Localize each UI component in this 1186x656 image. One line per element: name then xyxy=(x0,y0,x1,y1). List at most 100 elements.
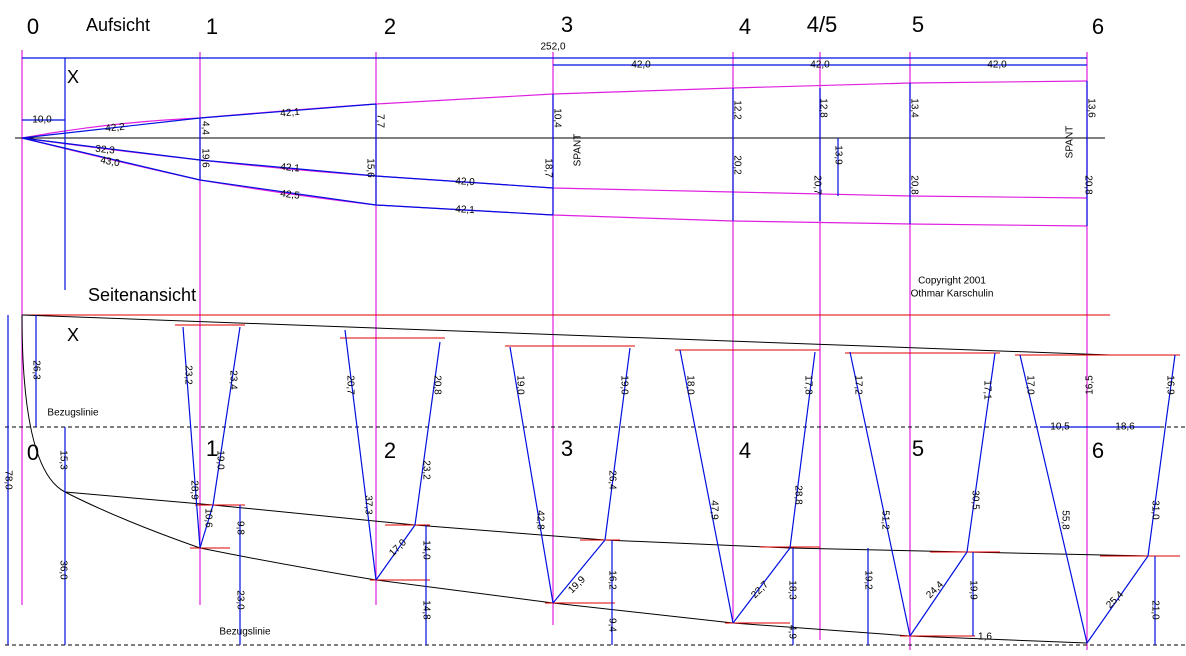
dimension-label: 24,4 xyxy=(924,579,946,601)
title-label: Aufsicht xyxy=(86,15,150,35)
dimension-label: 18,0 xyxy=(684,375,695,395)
dimension-label: 78,0 xyxy=(2,470,13,490)
station-label: 5 xyxy=(912,436,924,461)
station-label: 0 xyxy=(27,440,39,465)
title-label: X xyxy=(67,325,79,345)
dimension-label: 14,0 xyxy=(420,540,431,560)
dimension-label: 19,0 xyxy=(214,450,225,470)
dimension-label: 31,0 xyxy=(1149,500,1160,520)
dimension-label: 20,8 xyxy=(1082,175,1093,195)
dimension-label: 36,0 xyxy=(57,560,68,580)
dimension-label: SPANT xyxy=(573,134,584,167)
dimension-label: 17,8 xyxy=(802,375,813,395)
dimension-label: 19,0 xyxy=(514,375,525,395)
dimension-label: Bezugslinie xyxy=(219,627,271,638)
station-label: 2 xyxy=(384,14,396,39)
title-label: Seitenansicht xyxy=(88,285,196,305)
dimension-label: 18,7 xyxy=(542,158,553,178)
dimension-label: 16,9 xyxy=(1164,375,1175,395)
dimension-label: 42,2 xyxy=(105,122,126,135)
dimension-label: 42,0 xyxy=(987,60,1007,71)
dimension-label: 32,3 xyxy=(95,144,116,157)
dimension-label: 23,4 xyxy=(227,370,238,390)
dimension-label: 17,0 xyxy=(1024,375,1035,395)
dimension-label: 28,9 xyxy=(188,480,199,500)
dimension-label: 17,2 xyxy=(852,375,863,395)
dimension-label: 10,0 xyxy=(32,115,52,126)
dimension-label: 252,0 xyxy=(540,42,565,53)
dimension-label: 12,8 xyxy=(817,98,828,118)
dimension-label: 51,2 xyxy=(879,510,890,530)
dimension-label: 19,0 xyxy=(618,375,629,395)
dimension-label: 1,6 xyxy=(978,632,992,643)
dimension-label: 19,9 xyxy=(967,580,978,600)
dimension-label: 26,4 xyxy=(606,470,617,490)
dimension-label: 20,8 xyxy=(908,175,919,195)
dimension-label: 23,2 xyxy=(182,365,193,385)
dimension-label: 23,2 xyxy=(420,460,431,480)
dimension-label: 42,0 xyxy=(455,176,475,188)
dimension-label: 7,7 xyxy=(374,114,385,128)
dimension-label: 12,2 xyxy=(731,100,742,120)
dimension-label: 22,7 xyxy=(749,579,771,601)
dimension-label: 20,7 xyxy=(811,175,822,195)
dimension-label: 17,0 xyxy=(387,537,409,559)
dimension-label: 18,3 xyxy=(786,580,797,600)
dimension-label: 16,2 xyxy=(606,570,617,590)
dimension-label: 28,8 xyxy=(792,485,803,505)
dimension-label: 21,0 xyxy=(1149,600,1160,620)
dimension-label: Copyright 2001 xyxy=(918,276,986,287)
dimension-label: 42,1 xyxy=(280,107,301,120)
dimension-label: 20,8 xyxy=(431,375,442,395)
dimension-label: 10,6 xyxy=(202,508,213,528)
dimension-label: 30,5 xyxy=(969,490,980,510)
title-label: X xyxy=(67,67,79,87)
dimension-label: 43,0 xyxy=(99,155,121,169)
dimension-label: Bezugslinie xyxy=(47,408,99,419)
station-label: 5 xyxy=(912,12,924,37)
geometry xyxy=(5,50,1186,650)
dimension-label: 47,9 xyxy=(708,500,719,520)
dimension-label: 16,5 xyxy=(1085,375,1096,395)
dimension-label: 15,3 xyxy=(57,450,68,470)
station-label: 4 xyxy=(739,438,751,463)
dimension-label: 42,1 xyxy=(455,204,475,216)
dimension-label: 42,1 xyxy=(280,162,301,175)
dimension-label: 19,6 xyxy=(199,148,210,168)
dimension-label: 9,4 xyxy=(606,618,617,632)
dimension-label: 26,3 xyxy=(30,360,41,380)
dimension-label: 18,6 xyxy=(1115,422,1135,433)
dimension-label: 17,1 xyxy=(981,380,992,400)
dimension-label: 10,5 xyxy=(1050,422,1070,433)
dimension-label: 23,0 xyxy=(234,590,245,610)
dimension-label: 13,9 xyxy=(832,145,843,165)
dimension-label: 4,9 xyxy=(786,625,797,639)
station-label: 0 xyxy=(27,14,39,39)
dimension-label: 20,2 xyxy=(731,155,742,175)
dimension-label: 42,0 xyxy=(810,60,830,71)
dimension-label: 20,7 xyxy=(344,375,355,395)
station-label: 4/5 xyxy=(807,12,838,37)
dimension-label: 10,4 xyxy=(551,108,562,128)
station-label: 6 xyxy=(1092,14,1104,39)
dimension-label: 14,8 xyxy=(420,600,431,620)
dimension-label: 42,8 xyxy=(534,510,545,530)
dimension-label: 13,4 xyxy=(908,98,919,118)
dimension-label: 15,6 xyxy=(364,158,375,178)
station-label: 3 xyxy=(561,12,573,37)
dimension-label: 42,5 xyxy=(280,188,301,201)
station-label: 1 xyxy=(206,436,218,461)
dimension-label: 4,4 xyxy=(199,121,210,135)
station-label: 4 xyxy=(739,14,751,39)
station-label: 6 xyxy=(1092,438,1104,463)
dimension-label: 55,8 xyxy=(1059,510,1070,530)
station-label: 1 xyxy=(206,14,218,39)
dimension-label: SPANT xyxy=(1065,126,1076,159)
dimension-label: 37,3 xyxy=(362,495,373,515)
station-label: 3 xyxy=(561,436,573,461)
dimension-label: 42,0 xyxy=(631,60,651,71)
dimension-label: 9,8 xyxy=(234,521,245,535)
station-label: 2 xyxy=(384,438,396,463)
dimension-label: 19,2 xyxy=(862,570,873,590)
